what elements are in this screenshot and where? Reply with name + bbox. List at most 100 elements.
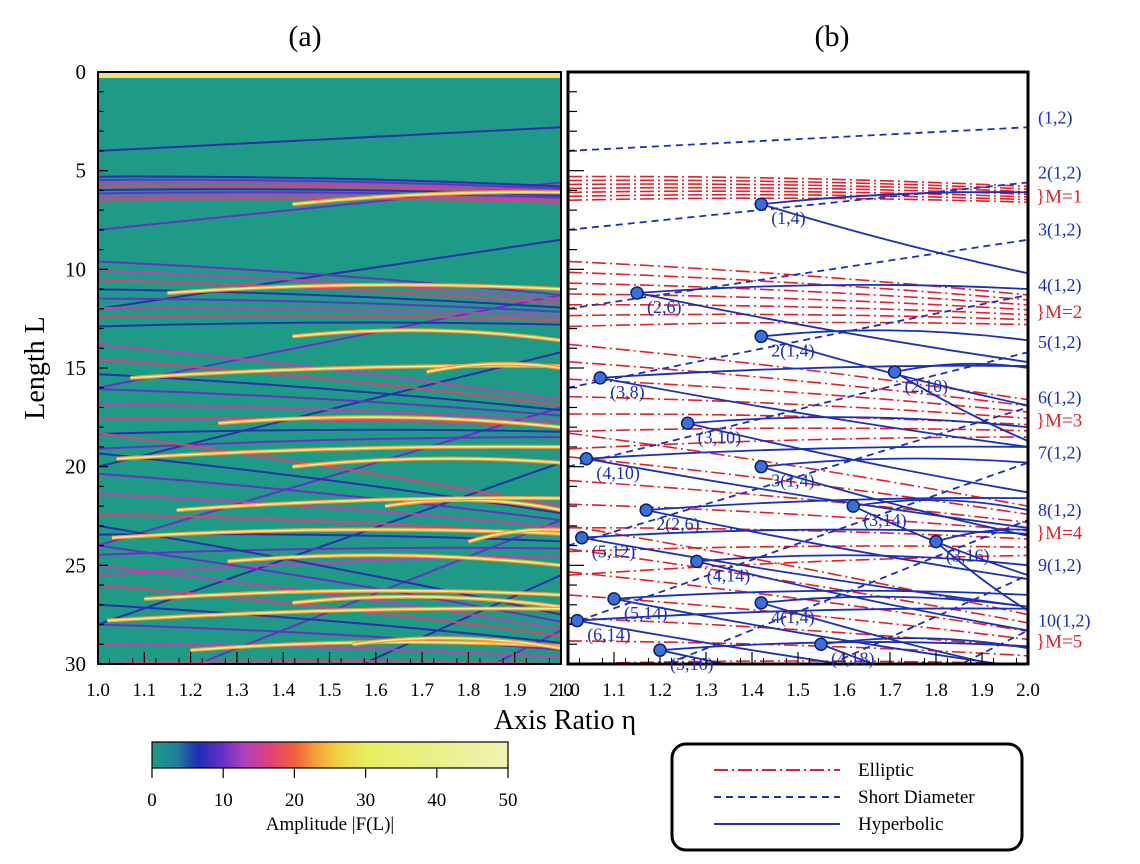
- orbit-label: (2,10): [905, 376, 949, 397]
- orbit-label: (4,10): [596, 463, 640, 484]
- heatmap-bright-core: [292, 457, 561, 468]
- panel-a-heatmap: [97, 71, 562, 665]
- hyperbolic-orbit-line: [894, 362, 1028, 373]
- right-labels: (1,2) 2(1,2) 3(1,2) 4(1,2) 5(1,2) 6(1,2) 7(1,2…: [1036, 107, 1091, 652]
- colorbar-tick-label: 10: [214, 790, 233, 811]
- bifurcation-point: [690, 554, 704, 569]
- x-tick-label: 2.0: [1016, 680, 1040, 701]
- heatmap-ridge: [98, 432, 561, 508]
- y-tick-label: 30: [65, 652, 86, 676]
- x-tick-label: 1.4: [740, 680, 764, 701]
- hyperbolic-orbit-line: [646, 497, 1028, 511]
- heatmap-ridge: [98, 175, 561, 188]
- hyperbolic-orbit-line: [853, 499, 1028, 511]
- x-tick-label: 1.8: [457, 680, 481, 701]
- elliptic-orbit-line: [568, 313, 1028, 321]
- hyperbolic-orbit-line: [935, 528, 1028, 543]
- heatmap-bright-core: [167, 284, 561, 294]
- elliptic-orbit-line: [568, 395, 1028, 420]
- x-tick-label: 1.6: [364, 680, 388, 701]
- hyperbolic-orbit-line: [577, 607, 1028, 622]
- hyperbolic-orbit-line: [600, 364, 1028, 379]
- x-tick-label: 1.5: [318, 680, 342, 701]
- elliptic-orbit-line: [568, 303, 1028, 316]
- legend-label: Short Diameter: [858, 787, 975, 808]
- bifurcation-point: [929, 534, 943, 549]
- elliptic-orbit-line: [568, 321, 1028, 328]
- y-tick-label: 25: [65, 553, 86, 577]
- hyperbolic-orbit-line: [687, 416, 1028, 429]
- hyperbolic-orbit-line: [581, 536, 1028, 608]
- legend-label: Hyperbolic: [858, 814, 943, 835]
- heatmap-ridge: [98, 436, 561, 450]
- hyperbolic-orbit-line: [761, 191, 1028, 206]
- heatmap-bright-core: [292, 329, 561, 342]
- panel-b-plot: [566, 70, 1030, 666]
- hyperbolic-orbit-line: [761, 329, 1028, 342]
- short-diameter-line: [568, 238, 1028, 310]
- heatmap-ridge: [98, 584, 561, 637]
- elliptic-orbit-line: [568, 548, 1028, 624]
- orbit-label: (3,14): [863, 510, 907, 531]
- orbit-label: (5,16): [670, 654, 714, 675]
- heatmap-ridge: [98, 194, 561, 201]
- bifurcation-point: [607, 592, 621, 606]
- orbit-label: (5,12): [592, 542, 636, 563]
- orbit-label: (4,18): [831, 648, 875, 669]
- x-tick-label: 1.9: [970, 680, 994, 701]
- hyperbolic-orbit-line: [577, 619, 848, 664]
- bifurcation-point: [754, 596, 768, 610]
- orbit-label: (3,10): [698, 427, 742, 448]
- x-tick-label: 1.0: [86, 680, 110, 701]
- heatmap-ridge: [98, 178, 561, 190]
- heatmap-top-band: [98, 72, 561, 78]
- short-diameter-line: [828, 574, 1028, 664]
- y-tick-label: 5: [76, 159, 87, 183]
- short-diameter-line: [568, 126, 1028, 152]
- colorbar: 0 10 20 30 40 50 Amplitude |F(L)|: [147, 741, 518, 835]
- x-tick-label: 1.6: [832, 680, 856, 701]
- orbit-label: (5,14): [624, 603, 668, 624]
- hyperbolic-orbit-line: [935, 540, 1028, 612]
- heatmap-ridge: [98, 197, 561, 204]
- x-tick-label: 1.1: [132, 680, 156, 701]
- heatmap-ridge: [98, 321, 561, 328]
- y-axis-label: Length L: [20, 316, 51, 419]
- colorbar-tick-label: 0: [147, 790, 157, 811]
- bifurcation-point: [814, 637, 828, 652]
- heatmap-ridge: [98, 269, 561, 301]
- bifurcation-point: [680, 416, 695, 431]
- heatmap-ridge: [98, 603, 561, 644]
- bifurcation-point: [639, 503, 653, 517]
- heatmap-ridge: [98, 452, 561, 515]
- heatmap-ridge: [98, 306, 561, 318]
- elliptic-orbit-line: [568, 193, 1028, 201]
- hyperbolic-orbit-line: [613, 589, 1028, 600]
- bifurcation-point: [593, 371, 607, 385]
- heatmap-ridge: [98, 554, 561, 577]
- bifurcation-point: [754, 329, 768, 344]
- x-tick-label: 1.1: [602, 680, 626, 701]
- orbit-label: 2(2,6): [656, 514, 700, 535]
- bifurcation-point: [846, 499, 860, 513]
- orbit-label: 4(1,4): [771, 607, 815, 628]
- hyperbolic-orbit-line: [696, 560, 1028, 632]
- y-tick-label: 20: [65, 455, 86, 479]
- x-tick-label: 1.2: [179, 680, 203, 701]
- heatmap-bright-core: [292, 191, 561, 206]
- heatmap-bright-core: [218, 416, 561, 428]
- x-tick-label: 1.3: [225, 680, 249, 701]
- elliptic-orbit-line: [568, 271, 1028, 301]
- elliptic-m-label: }M=1: [1036, 186, 1082, 207]
- heatmap-ridge: [98, 260, 561, 296]
- short-diameter-line: [664, 519, 1028, 664]
- short-diameter-line: [568, 406, 1028, 547]
- hyperbolic-orbit-line: [820, 637, 1028, 650]
- short-diameter-label: 6(1,2): [1038, 387, 1082, 408]
- heatmap-bright-core: [292, 595, 561, 608]
- orbit-label: (4,14): [707, 565, 751, 586]
- orbit-label: (3,8): [610, 382, 645, 403]
- y-ticks: 0 5 10 15 20 25 30: [65, 60, 584, 676]
- legend-label: Elliptic: [858, 760, 914, 781]
